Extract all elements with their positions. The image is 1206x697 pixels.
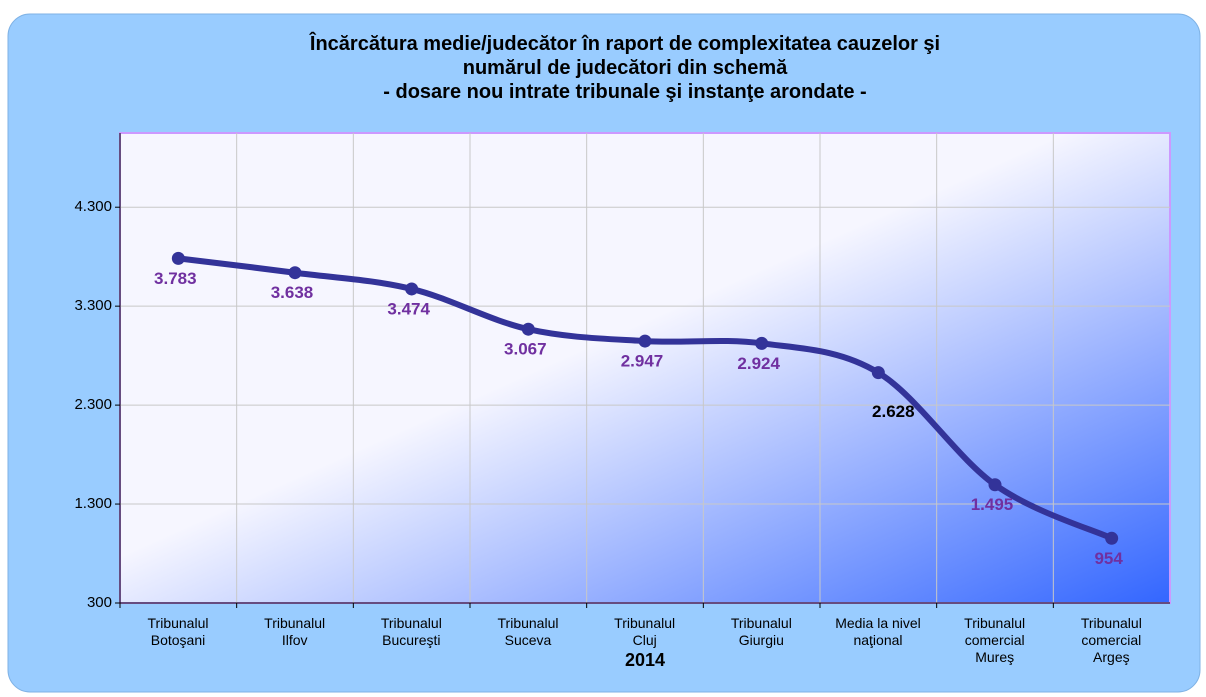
data-label: 2.947 xyxy=(621,352,664,371)
y-tick-label: 2.300 xyxy=(74,396,112,413)
chart-title: Încărcătura medie/judecător în raport de… xyxy=(309,33,941,103)
marker xyxy=(288,266,302,280)
x-tick-label: Tribunalul Bucureşti xyxy=(380,615,442,648)
marker xyxy=(521,322,535,336)
x-tick-label: Tribunalul Botoşani xyxy=(147,615,209,648)
data-label: 954 xyxy=(1094,549,1123,568)
y-tick-label: 3.300 xyxy=(74,297,112,314)
x-tick-label: Tribunalul Ilfov xyxy=(264,615,326,648)
data-label: 2.628 xyxy=(872,402,915,421)
x-tick-label: Media la nivel naţional xyxy=(835,615,921,648)
y-tick-label: 300 xyxy=(87,594,112,611)
data-label: 2.924 xyxy=(737,354,780,373)
marker xyxy=(871,366,885,380)
data-label: 3.638 xyxy=(271,283,314,302)
x-tick-label: Tribunalul Suceva xyxy=(497,615,559,648)
data-label: 3.067 xyxy=(504,340,547,359)
y-tick-label: 4.300 xyxy=(74,198,112,215)
data-label: 1.495 xyxy=(971,495,1014,514)
marker xyxy=(171,251,185,265)
y-tick-label: 1.300 xyxy=(74,495,112,512)
x-tick-label: Tribunalul comercial Mureş xyxy=(964,615,1026,665)
x-tick-label: Tribunalul Giurgiu xyxy=(730,615,792,648)
marker xyxy=(638,334,652,348)
plot-area xyxy=(119,132,1171,604)
marker xyxy=(755,336,769,350)
marker xyxy=(1105,531,1119,545)
marker xyxy=(988,478,1002,492)
data-label: 3.783 xyxy=(154,269,197,288)
x-axis-label: 2014 xyxy=(624,650,666,670)
x-tick-label: Tribunalul Cluj xyxy=(614,615,676,648)
x-tick-label: Tribunalul comercial Argeş xyxy=(1080,615,1142,665)
marker xyxy=(405,282,419,296)
data-label: 3.474 xyxy=(387,299,430,318)
